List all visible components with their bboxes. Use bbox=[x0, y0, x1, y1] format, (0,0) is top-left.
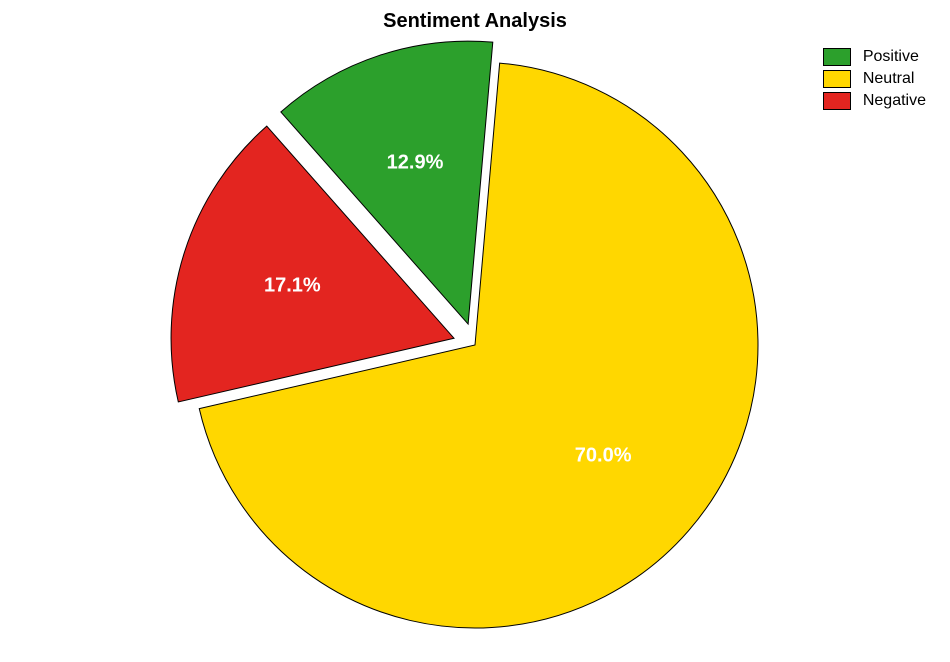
legend: Positive Neutral Negative bbox=[823, 48, 926, 114]
pie-svg bbox=[0, 0, 950, 662]
legend-item-positive: Positive bbox=[823, 48, 926, 66]
legend-item-neutral: Neutral bbox=[823, 70, 926, 88]
legend-label: Positive bbox=[863, 48, 919, 66]
legend-swatch-icon bbox=[823, 48, 851, 66]
sentiment-pie-chart: Sentiment Analysis 70.0%17.1%12.9% Posit… bbox=[0, 0, 950, 662]
legend-item-negative: Negative bbox=[823, 92, 926, 110]
legend-label: Negative bbox=[863, 92, 926, 110]
legend-swatch-icon bbox=[823, 92, 851, 110]
slice-label-positive: 12.9% bbox=[387, 151, 444, 174]
legend-label: Neutral bbox=[863, 70, 915, 88]
slice-label-neutral: 70.0% bbox=[575, 445, 632, 468]
slice-label-negative: 17.1% bbox=[264, 275, 321, 298]
legend-swatch-icon bbox=[823, 70, 851, 88]
